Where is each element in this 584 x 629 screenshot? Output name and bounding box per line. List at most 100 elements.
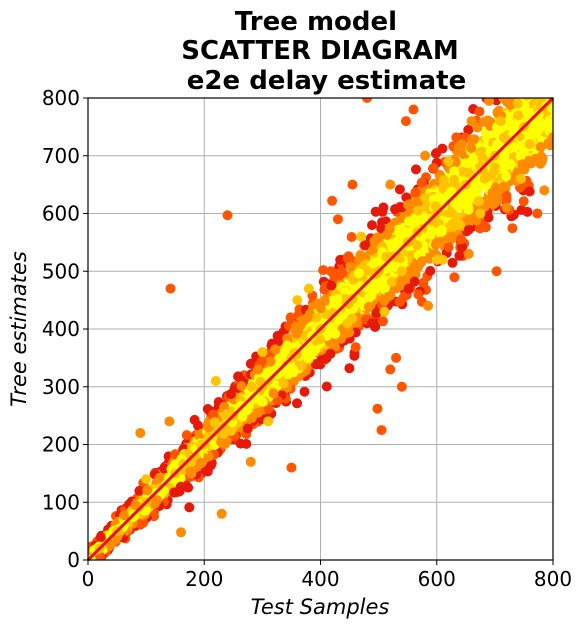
scatter-point (536, 151, 547, 162)
scatter-point (533, 80, 543, 90)
scatter-point (447, 209, 458, 220)
scatter-point (507, 223, 518, 234)
scatter-point (463, 124, 474, 135)
scatter-point (292, 398, 302, 409)
scatter-point (377, 206, 388, 217)
scatter-point (385, 364, 396, 375)
scatter-point (526, 81, 536, 91)
scatter-point (209, 417, 220, 428)
scatter-point (311, 312, 322, 323)
scatter-point (532, 74, 542, 84)
chart-title-line-1: Tree model (235, 7, 397, 37)
y-tick-label: 700 (42, 144, 80, 168)
scatter-point (500, 87, 510, 97)
scatter-point (350, 342, 361, 353)
scatter-point (417, 256, 427, 267)
scatter-point (404, 266, 415, 277)
scatter-point (202, 466, 213, 477)
scatter-point (327, 195, 338, 206)
scatter-point (548, 23, 558, 33)
x-tick-label: 800 (534, 567, 572, 591)
scatter-point (463, 224, 474, 235)
scatter-point (315, 303, 326, 314)
scatter-point (492, 190, 503, 201)
scatter-point (169, 487, 180, 498)
scatter-point (436, 224, 447, 235)
scatter-point (530, 46, 540, 56)
scatter-point (524, 70, 534, 80)
scatter-point (403, 283, 414, 294)
scatter-point (533, 98, 536, 99)
scatter-point (529, 120, 540, 131)
scatter-point (535, 141, 546, 152)
scatter-point (265, 356, 276, 367)
scatter-point (412, 240, 423, 251)
scatter-point (393, 224, 404, 235)
scatter-point (529, 80, 539, 90)
scatter-point (542, 36, 552, 46)
scatter-point (533, 72, 543, 82)
scatter-point (394, 254, 405, 265)
scatter-point (176, 527, 186, 538)
scatter-point (548, 51, 558, 61)
scatter-point (543, 64, 553, 74)
scatter-point (395, 232, 406, 243)
scatter-point (472, 178, 483, 189)
scatter-point (245, 456, 256, 467)
scatter-point (526, 158, 537, 169)
scatter-point (369, 235, 380, 246)
scatter-point (542, 74, 552, 84)
scatter-point (286, 462, 297, 473)
scatter-point (479, 173, 490, 184)
scatter-point (246, 412, 257, 423)
scatter-point (362, 98, 372, 103)
scatter-point (457, 242, 468, 253)
scatter-point (342, 318, 353, 329)
scatter-point (299, 386, 310, 397)
scatter-point (379, 306, 390, 317)
scatter-point (533, 62, 543, 72)
scatter-point (522, 206, 533, 217)
scatter-point (455, 220, 465, 231)
scatter-point (449, 167, 460, 178)
scatter-point (342, 253, 353, 264)
y-tick-label: 600 (42, 202, 80, 226)
y-tick-label: 200 (42, 433, 80, 457)
x-axis-label: Test Samples (251, 595, 390, 619)
scatter-point (453, 142, 464, 153)
scatter-point (463, 248, 474, 259)
scatter-point (542, 57, 552, 67)
scatter-point (329, 272, 340, 282)
scatter-point (520, 73, 530, 83)
scatter-point (376, 223, 387, 234)
scatter-point (391, 352, 402, 363)
scatter-point (542, 64, 552, 74)
scatter-point (332, 214, 343, 225)
scatter-point (545, 73, 555, 83)
scatter-point (361, 265, 372, 276)
scatter-point (540, 75, 550, 85)
scatter-point (379, 295, 390, 306)
scatter-point (543, 80, 553, 90)
scatter-point (256, 356, 267, 367)
scatter-point (186, 468, 197, 479)
scatter-point (236, 381, 247, 392)
scatter-point (547, 103, 553, 114)
scatter-point (503, 70, 513, 80)
scatter-point (237, 411, 248, 422)
scatter-point (501, 171, 512, 182)
scatter-point (130, 500, 141, 511)
scatter-point (367, 318, 377, 329)
scatter-point (413, 198, 423, 209)
scatter-point (345, 261, 356, 272)
scatter-point (543, 75, 553, 85)
scatter-point (296, 360, 307, 371)
scatter-point (449, 272, 460, 283)
scatter-point (539, 38, 549, 48)
scatter-point (513, 110, 524, 121)
scatter-point (516, 86, 526, 96)
scatter-point (463, 204, 474, 215)
scatter-point (541, 71, 551, 81)
scatter-point (495, 116, 506, 127)
scatter-point (404, 216, 414, 227)
